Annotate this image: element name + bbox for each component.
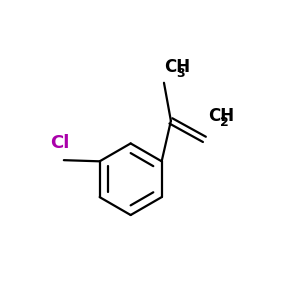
Text: 2: 2 [220,116,229,129]
Text: CH: CH [164,58,190,76]
Text: Cl: Cl [50,134,70,152]
Text: CH: CH [208,107,234,125]
Text: 3: 3 [176,67,185,80]
